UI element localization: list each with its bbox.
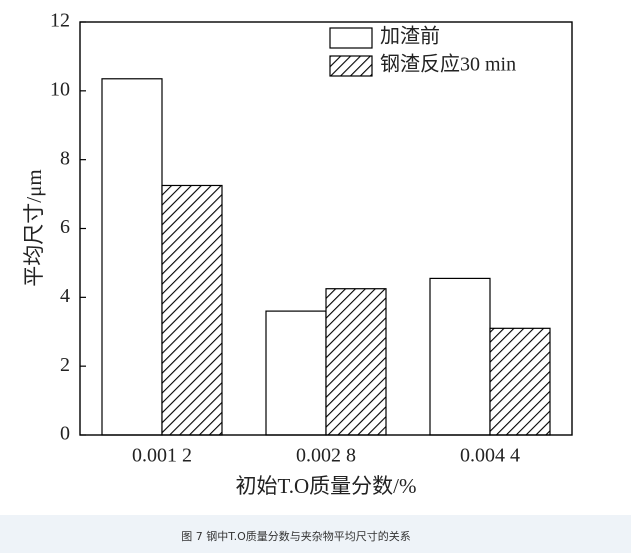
x-tick-label: 0.001 2 xyxy=(132,445,192,467)
caption-bar xyxy=(0,515,631,553)
y-tick-label: 12 xyxy=(50,10,70,32)
y-tick-label: 6 xyxy=(60,216,70,238)
bar xyxy=(265,310,327,436)
legend-label: 钢渣反应30 min xyxy=(380,53,516,76)
legend-label: 加渣前 xyxy=(380,25,440,48)
y-axis-label: 平均尺寸/μm xyxy=(22,169,46,286)
y-tick-label: 2 xyxy=(60,354,70,376)
legend-swatch xyxy=(329,55,373,77)
y-tick-label: 0 xyxy=(60,423,70,445)
x-tick-label: 0.002 8 xyxy=(296,445,356,467)
x-axis-label: 初始T.O质量分数/% xyxy=(235,474,416,498)
bar xyxy=(325,288,387,436)
x-tick-label: 0.004 4 xyxy=(460,445,520,467)
bar xyxy=(161,184,223,436)
legend-swatch xyxy=(329,27,373,49)
caption: 图 7 钢中T.O质量分数与夹杂物平均尺寸的关系 xyxy=(181,529,411,543)
y-tick-label: 8 xyxy=(60,147,70,169)
y-tick-label: 4 xyxy=(60,285,70,307)
bar xyxy=(489,327,551,436)
plot-frame xyxy=(79,21,573,436)
bar xyxy=(101,78,163,436)
bar xyxy=(429,277,491,436)
y-tick-label: 10 xyxy=(50,78,70,100)
